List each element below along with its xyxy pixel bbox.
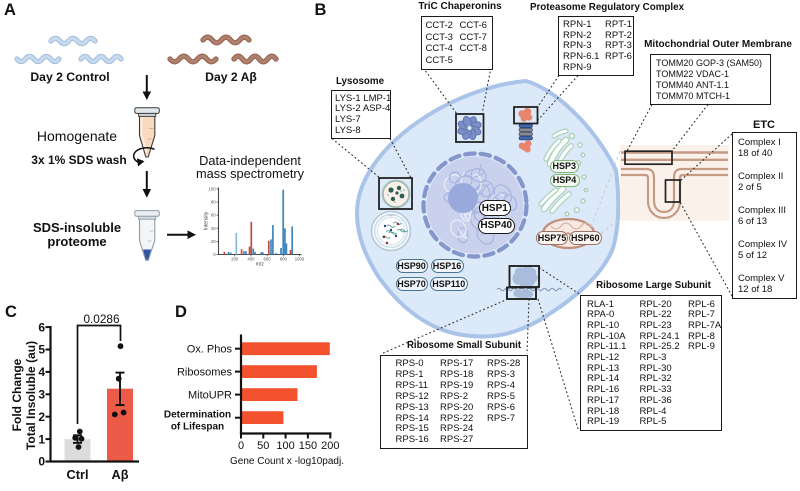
svg-text:0.0286: 0.0286 xyxy=(83,312,120,326)
svg-text:6: 6 xyxy=(38,320,45,334)
svg-text:50: 50 xyxy=(257,440,269,452)
svg-text:3: 3 xyxy=(38,388,45,402)
svg-text:5: 5 xyxy=(38,343,45,357)
svg-text:200: 200 xyxy=(321,440,339,452)
svg-text:Fold Change: Fold Change xyxy=(10,358,24,431)
svg-text:Ctrl: Ctrl xyxy=(66,467,88,482)
svg-text:2: 2 xyxy=(38,410,45,424)
svg-text:m/z: m/z xyxy=(256,262,265,268)
svg-text:400: 400 xyxy=(247,257,255,262)
svg-text:100: 100 xyxy=(276,440,294,452)
svg-text:80: 80 xyxy=(211,200,216,205)
svg-text:MitoUPR: MitoUPR xyxy=(188,390,232,402)
svg-text:Determination: Determination xyxy=(164,409,231,420)
svg-text:Intensity: Intensity xyxy=(204,211,210,230)
svg-text:1000: 1000 xyxy=(295,257,305,262)
svg-text:200: 200 xyxy=(231,257,239,262)
svg-text:40: 40 xyxy=(211,226,216,231)
svg-text:60: 60 xyxy=(211,213,216,218)
svg-text:4: 4 xyxy=(38,365,45,379)
svg-text:600: 600 xyxy=(264,257,272,262)
svg-text:Aβ: Aβ xyxy=(111,467,128,482)
svg-text:1: 1 xyxy=(38,432,45,446)
svg-text:150: 150 xyxy=(299,440,317,452)
svg-text:0: 0 xyxy=(238,440,244,452)
svg-text:Ox. Phos: Ox. Phos xyxy=(187,344,233,356)
svg-text:0: 0 xyxy=(38,455,45,469)
svg-text:800: 800 xyxy=(280,257,288,262)
svg-text:100: 100 xyxy=(208,187,216,192)
svg-text:Total Insoluble (au): Total Insoluble (au) xyxy=(24,341,38,450)
svg-text:of Lifespan: of Lifespan xyxy=(171,421,224,432)
svg-text:Ribosomes: Ribosomes xyxy=(177,367,233,379)
svg-text:0: 0 xyxy=(213,252,216,257)
svg-text:Gene Count x -log10padj.: Gene Count x -log10padj. xyxy=(230,456,344,467)
svg-text:20: 20 xyxy=(211,239,216,244)
